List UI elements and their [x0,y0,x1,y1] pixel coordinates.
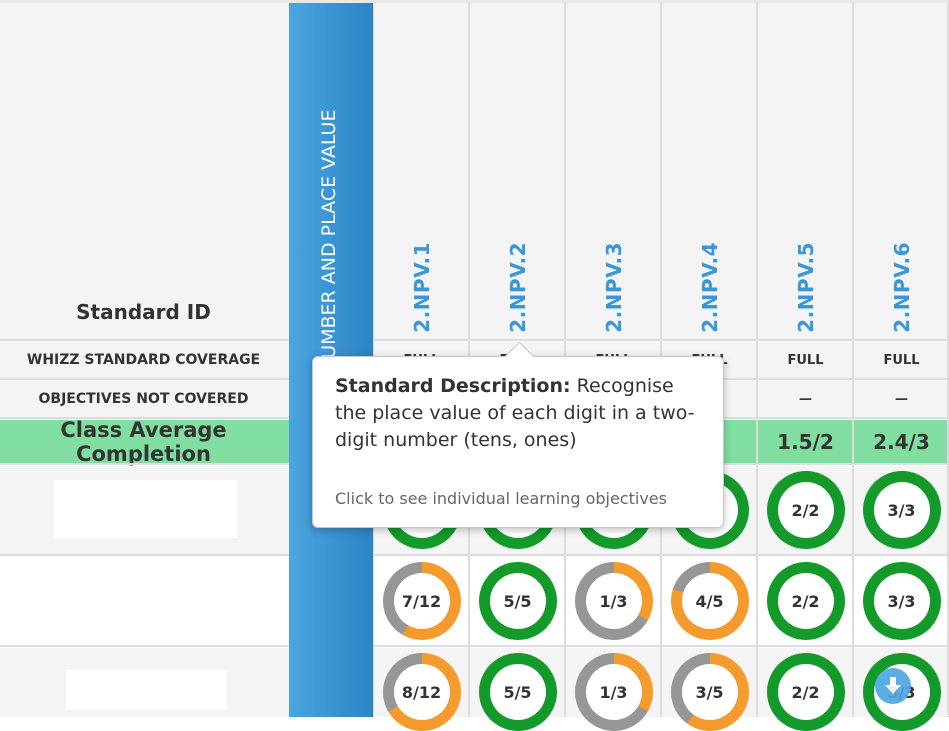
coverage-row-label: WHIZZ STANDARD COVERAGE [26,352,261,368]
domain-label: NUMBER AND PLACE VALUE [318,109,340,373]
grid-line [0,645,949,647]
progress-ring[interactable]: 2/2 [766,471,845,549]
student-name-cell[interactable] [54,480,237,538]
objectives-row-label: OBJECTIVES NOT COVERED [38,391,249,407]
class-average-value: 2.4/3 [873,429,930,454]
class-average-label: Class Average Completion [60,417,227,466]
arrow-down-icon [885,677,901,694]
progress-ring-label: 4/5 [681,573,738,629]
standard-link-2npv5[interactable]: 2.NPV.5 [793,242,818,333]
progress-ring[interactable]: 5/5 [478,653,557,731]
tooltip-hint[interactable]: Click to see individual learning objecti… [335,489,667,508]
progress-ring-label: 3/3 [873,482,930,538]
progress-ring-label: 1/3 [585,664,642,720]
progress-ring-label: 5/5 [489,664,546,720]
progress-ring[interactable]: 3/3 [862,471,941,549]
progress-ring-label: 2/2 [777,573,834,629]
scroll-down-button[interactable] [875,668,911,704]
progress-ring[interactable]: 2/2 [766,653,845,731]
progress-ring-label: 1/3 [585,573,642,629]
progress-ring-label: 3/5 [681,664,738,720]
grid-line [947,3,949,717]
tooltip-title: Standard Description: [335,375,571,397]
progress-ring-label: 2/2 [777,482,834,538]
coverage-value: FULL [883,352,920,368]
grid-line [0,0,949,3]
progress-ring[interactable]: 8/12 [382,653,461,731]
tooltip-description-text: Recognise the place value of each digit … [335,375,695,451]
header-background [0,3,949,339]
standard-description-tooltip: Standard Description: Recognise the plac… [312,341,724,528]
progress-ring-label: 2/2 [777,664,834,720]
standard-id-heading: Standard ID [76,300,211,324]
standard-link-2npv6[interactable]: 2.NPV.6 [889,242,914,333]
progress-ring[interactable]: 1/3 [574,562,653,640]
progress-ring[interactable]: 4/5 [670,562,749,640]
grid-line [756,3,758,717]
progress-ring[interactable]: 3/3 [862,562,941,640]
progress-ring-label: 3/3 [873,573,930,629]
standard-link-2npv1[interactable]: 2.NPV.1 [409,242,434,333]
progress-ring[interactable]: 3/5 [670,653,749,731]
coverage-value: FULL [787,352,824,368]
progress-ring-label: 7/12 [393,573,450,629]
progress-ring-label: 5/5 [489,573,546,629]
progress-ring[interactable]: 1/3 [574,653,653,731]
grid-line [852,3,854,717]
class-average-value: 1.5/2 [777,429,834,454]
standard-link-2npv2[interactable]: 2.NPV.2 [505,242,530,333]
standard-link-2npv3[interactable]: 2.NPV.3 [601,242,626,333]
progress-ring[interactable]: 5/5 [478,562,557,640]
progress-ring[interactable]: 2/2 [766,562,845,640]
grid-line [0,339,949,341]
standard-link-2npv4[interactable]: 2.NPV.4 [697,242,722,333]
progress-ring[interactable]: 7/12 [382,562,461,640]
objectives-value: — [895,391,908,407]
objectives-value: — [799,391,812,407]
progress-ring-label: 8/12 [393,664,450,720]
student-name-cell[interactable] [66,670,227,710]
grid-line [0,554,949,556]
tooltip-description: Standard Description: Recognise the plac… [335,373,705,454]
